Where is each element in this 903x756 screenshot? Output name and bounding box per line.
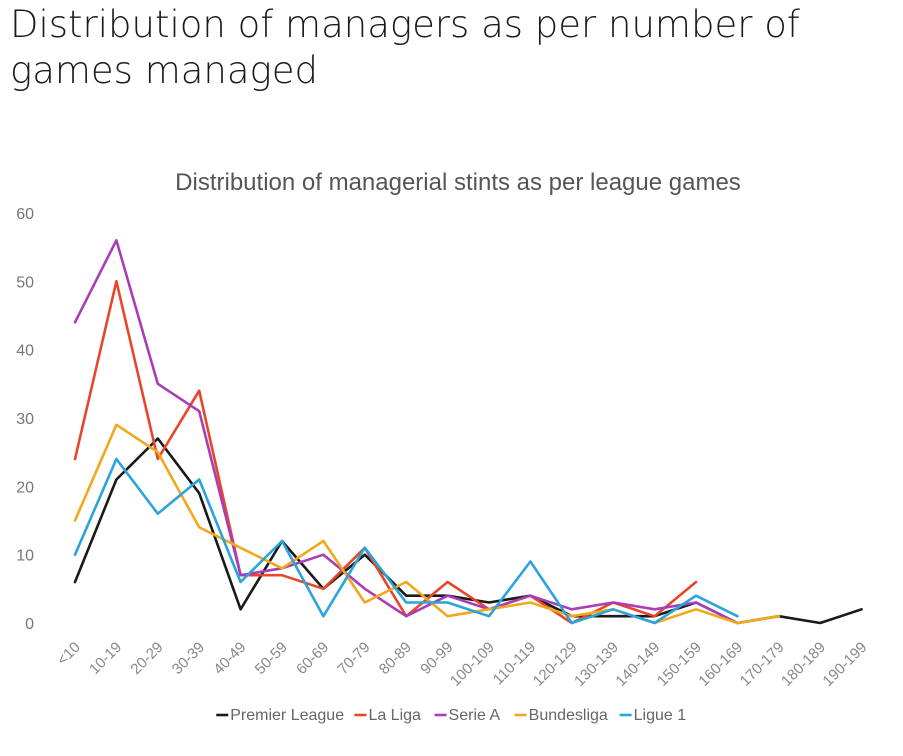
legend-label-bundesliga: Bundesliga: [529, 707, 608, 724]
x-tick-label: <10: [54, 639, 84, 669]
series-line-ligue-1: [73, 457, 739, 625]
series-lines: [73, 239, 863, 625]
x-tick-label: 180-189: [778, 639, 829, 690]
y-tick-label: 20: [16, 479, 34, 496]
x-tick-label: 10-19: [86, 639, 125, 678]
legend-label-serie-a: Serie A: [449, 707, 501, 724]
y-tick-label: 0: [25, 616, 34, 633]
x-tick-label: 60-69: [293, 639, 332, 678]
x-tick-label: 160-169: [695, 639, 746, 690]
legend-label-la-liga: La Liga: [368, 707, 421, 724]
y-axis-ticks: 0 10 20 30 40 50 60: [16, 206, 34, 633]
legend-label-premier-league: Premier League: [230, 707, 344, 724]
legend-label-ligue-1: Ligue 1: [634, 707, 687, 724]
chart-title: Distribution of managerial stints as per…: [175, 169, 741, 196]
x-tick-label: 100-109: [447, 639, 498, 690]
x-axis-ticks: <10 10-19 20-29 30-39 40-49 50-59 60-69 70-79 80…: [54, 639, 871, 690]
page-heading: Distribution of managers as per number o…: [10, 3, 800, 92]
x-tick-label: 120-129: [530, 639, 581, 690]
x-tick-label: 20-29: [127, 639, 166, 678]
x-tick-label: 150-159: [654, 639, 705, 690]
y-tick-label: 40: [16, 343, 34, 360]
x-tick-label: 140-149: [612, 639, 663, 690]
x-tick-label: 40-49: [210, 639, 249, 678]
y-tick-label: 10: [16, 548, 34, 565]
series-line-serie-a: [73, 239, 739, 625]
x-tick-label: 170-179: [737, 639, 788, 690]
x-tick-label: 80-89: [376, 639, 415, 678]
x-tick-label: 30-39: [169, 639, 208, 678]
series-line-bundesliga: [73, 423, 781, 625]
y-tick-label: 50: [16, 274, 34, 291]
x-tick-label: 50-59: [252, 639, 291, 678]
x-tick-label: 70-79: [334, 639, 373, 678]
x-tick-label: 90-99: [417, 639, 456, 678]
y-tick-label: 60: [16, 206, 34, 223]
legend: Premier League La Liga Serie A Bundesliga Li…: [216, 707, 686, 724]
x-tick-label: 190-199: [819, 639, 870, 690]
x-tick-label: 130-139: [571, 639, 622, 690]
y-tick-label: 30: [16, 411, 34, 428]
